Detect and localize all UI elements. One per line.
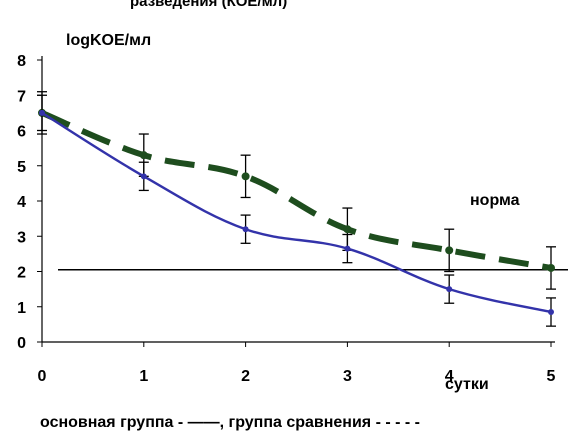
comparison-point	[445, 246, 454, 255]
x-tick-label: 0	[38, 368, 47, 385]
y-tick-label: 7	[17, 88, 26, 105]
main-point	[344, 245, 351, 252]
comparison-point	[547, 263, 555, 272]
y-tick-label: 8	[17, 53, 26, 70]
x-tick-label: 1	[139, 368, 148, 385]
comparison-point	[343, 225, 352, 234]
main-point	[446, 286, 453, 293]
reference-line-label: норма	[470, 192, 520, 209]
x-tick-label: 5	[547, 368, 556, 385]
y-tick-label: 0	[17, 335, 26, 352]
y-tick-label: 4	[17, 194, 26, 211]
y-tick-label: 3	[17, 229, 26, 246]
x-axis-label: сутки	[445, 376, 489, 393]
legend-text: основная группа - ——, группа сравнения -…	[40, 414, 420, 431]
comparison-series-line	[40, 110, 552, 271]
main-point	[39, 109, 45, 116]
comparison-point	[241, 172, 250, 181]
x-tick-label: 2	[241, 368, 250, 385]
x-tick-label: 3	[343, 368, 352, 385]
main-point	[242, 226, 249, 233]
x-tick-label: 4	[445, 368, 454, 385]
comparison-point	[139, 151, 148, 160]
y-axis-label: logKOE/мл	[66, 32, 151, 49]
main-point	[140, 173, 147, 180]
main-point	[548, 309, 554, 316]
plot-area: 0 1 2 3 4 5 6 7 8 0 1 2 3 4 5	[17, 53, 568, 385]
y-tick-label: 2	[17, 265, 26, 282]
y-tick-label: 6	[17, 124, 26, 141]
y-tick-label: 5	[17, 159, 26, 176]
y-tick-label: 1	[17, 300, 26, 317]
cropped-header-text: разведения (КОЕ/мл)	[130, 0, 287, 10]
main-series-line	[41, 111, 552, 314]
